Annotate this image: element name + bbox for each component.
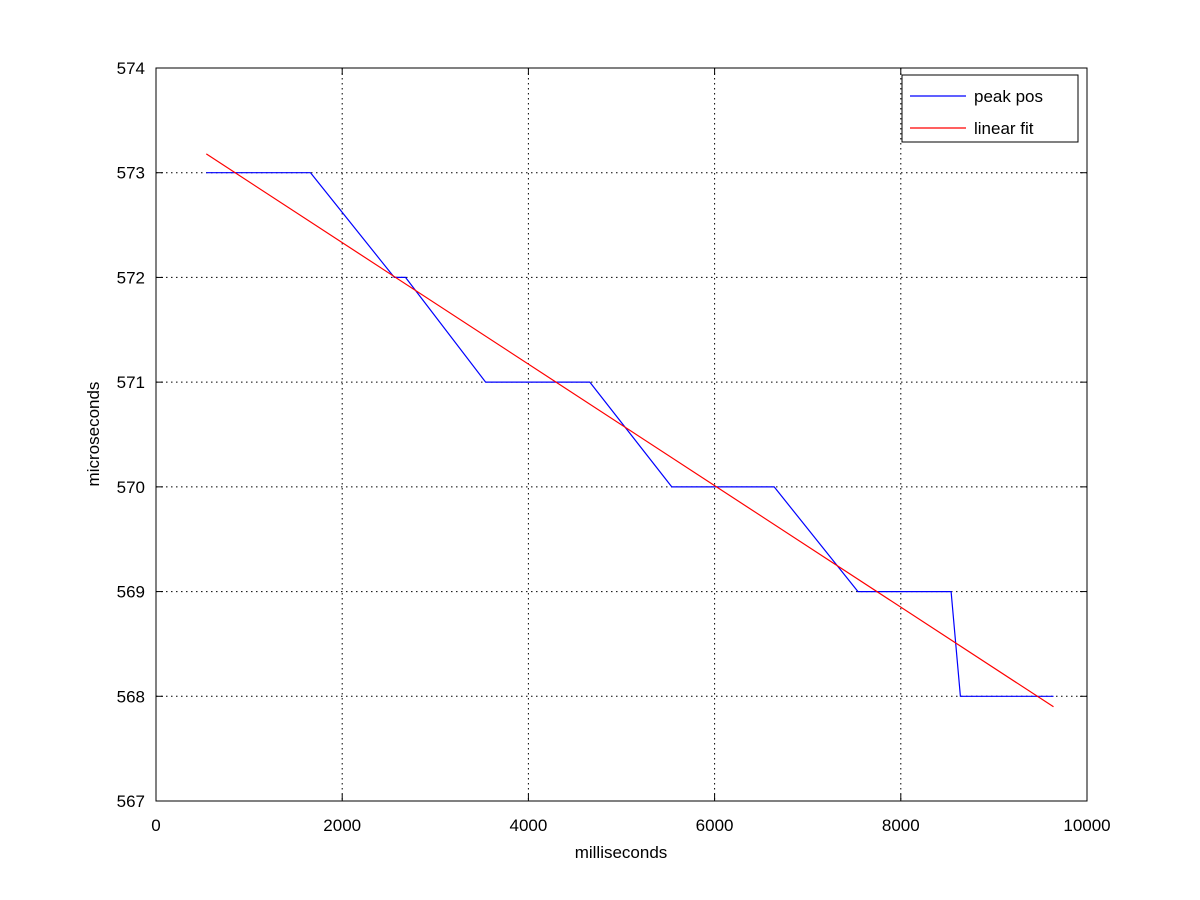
legend-box — [901, 74, 1079, 143]
series-line-peak-pos — [206, 172, 1054, 697]
series-group — [205, 153, 1054, 708]
x-tick-label: 8000 — [882, 816, 920, 835]
ticks: 0 2000 4000 6000 8000 10000 567 568 569 570 571 572… — [117, 59, 1111, 835]
x-tick-label: 2000 — [323, 816, 361, 835]
x-tick-label: 4000 — [509, 816, 547, 835]
x-tick-label: 0 — [151, 816, 160, 835]
legend: peak pos linear fit — [901, 74, 1079, 143]
y-tick-label: 571 — [117, 373, 145, 392]
legend-label: peak pos — [974, 87, 1043, 106]
y-tick-label: 572 — [117, 268, 145, 287]
legend-label: linear fit — [974, 119, 1034, 138]
y-tick-label: 568 — [117, 687, 145, 706]
series-line-linear-fit — [205, 153, 1054, 708]
x-tick-label: 6000 — [696, 816, 734, 835]
y-tick-label: 573 — [117, 164, 145, 183]
plot-area — [156, 68, 1087, 801]
y-axis-label: microseconds — [84, 382, 103, 487]
plot-frame — [155, 67, 1088, 802]
y-tick-label: 569 — [117, 583, 145, 602]
x-axis-label: milliseconds — [575, 843, 668, 862]
y-tick-label: 570 — [117, 478, 145, 497]
y-tick-label: 567 — [117, 792, 145, 811]
y-tick-label: 574 — [117, 59, 145, 78]
x-tick-label: 10000 — [1063, 816, 1110, 835]
